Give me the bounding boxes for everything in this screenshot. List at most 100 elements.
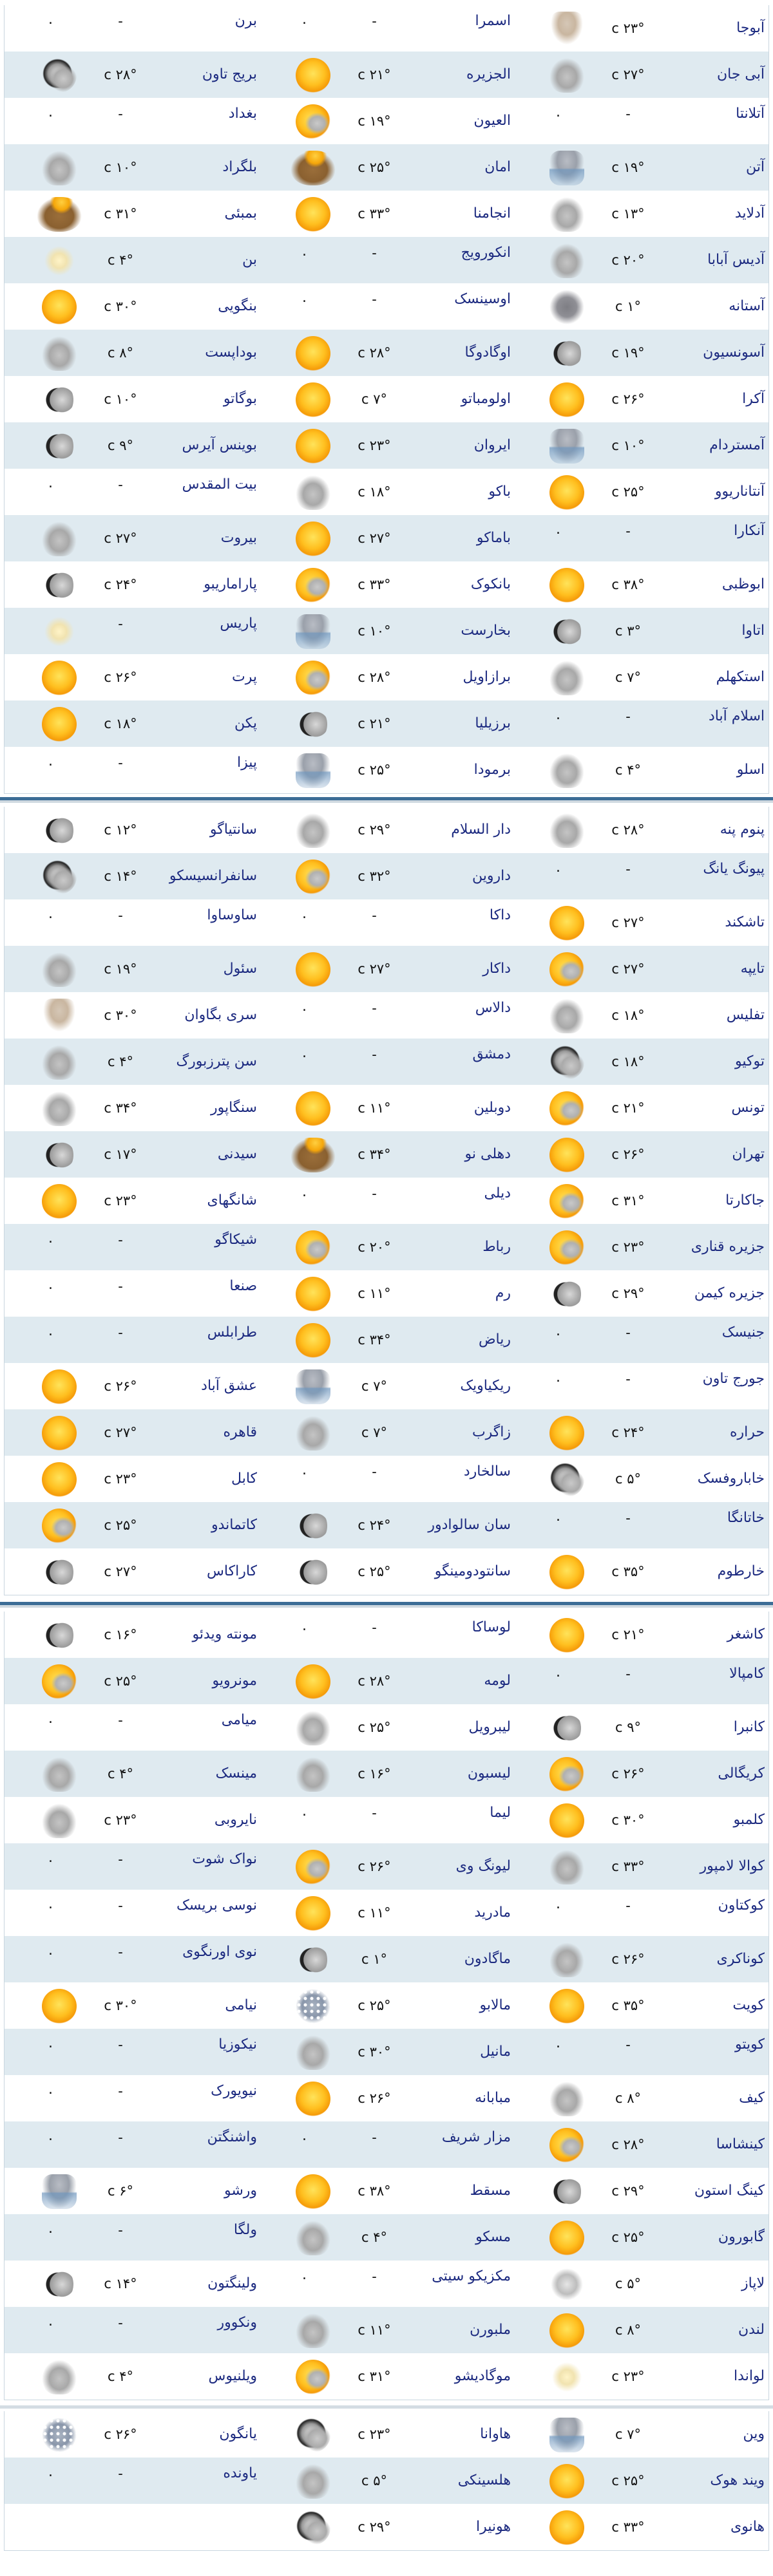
city-weather[interactable]: بن ۴° c [5, 237, 259, 283]
city-name[interactable]: خاباروفسک [697, 1471, 765, 1487]
city-weather[interactable]: نیامی ۳۰° c [5, 1982, 259, 2029]
city-name[interactable]: داکا [489, 907, 511, 923]
city-weather[interactable]: سانتیاگو ۱۲° c [5, 807, 259, 853]
city-name[interactable]: پاراماریبو [204, 576, 257, 592]
city-name[interactable]: کوالا لامپور [700, 1858, 765, 1874]
city-weather[interactable]: لیما -. [258, 1797, 513, 1843]
city-name[interactable]: کاتماندو [211, 1517, 257, 1533]
city-name[interactable]: الجزیره [466, 66, 511, 82]
city-name[interactable]: انجامنا [473, 205, 511, 221]
city-name[interactable]: بنگویی [218, 298, 257, 314]
city-name[interactable]: پاریس [220, 616, 257, 632]
city-weather[interactable]: مونرویو ۲۵° c [5, 1658, 259, 1704]
city-name[interactable]: مسقط [470, 2183, 511, 2199]
city-weather[interactable]: سئول ۱۹° c [5, 946, 259, 992]
city-name[interactable]: پنوم پنه [720, 822, 765, 838]
city-name[interactable]: ساوساوا [207, 907, 257, 923]
city-name[interactable]: سانفرانسیسکو [169, 868, 257, 884]
city-name[interactable]: تونس [731, 1100, 765, 1116]
city-weather[interactable]: آتن ۱۹° c [512, 144, 767, 191]
city-name[interactable]: اسمرا [475, 13, 511, 29]
city-weather[interactable]: باماکو ۲۷° c [258, 515, 513, 561]
city-name[interactable]: شیکاگو [215, 1232, 257, 1248]
city-weather[interactable]: دهلی نو ۳۴° c [258, 1131, 513, 1178]
city-name[interactable]: باماکو [476, 530, 511, 546]
city-name[interactable]: وین [743, 2426, 765, 2442]
city-name[interactable]: ورشو [224, 2183, 257, 2199]
city-weather[interactable]: شیکاگو -. [5, 1224, 259, 1270]
city-name[interactable]: امان [484, 159, 511, 175]
city-weather[interactable]: آدیس آبابا ۲۰° c [512, 237, 767, 283]
city-weather[interactable]: پرت ۲۶° c [5, 654, 259, 700]
city-name[interactable]: لیبرویل [468, 1719, 511, 1735]
city-weather[interactable]: تونس ۲۱° c [512, 1085, 767, 1131]
city-name[interactable]: کامپالا [729, 1666, 765, 1682]
city-weather[interactable]: بریج تاون ۲۸° c [5, 52, 259, 98]
city-name[interactable]: کیف [739, 2090, 765, 2106]
city-name[interactable]: سانتیاگو [209, 822, 257, 838]
city-name[interactable]: تاشکند [725, 914, 765, 930]
city-name[interactable]: جزیره قناری [691, 1239, 765, 1255]
city-name[interactable]: کینشاسا [716, 2136, 765, 2152]
city-name[interactable]: لندن [738, 2322, 765, 2338]
city-name[interactable]: کانبرا [733, 1719, 765, 1735]
city-name[interactable]: جاکارتا [725, 1192, 765, 1208]
city-name[interactable]: کوکتاون [718, 1897, 765, 1913]
city-name[interactable]: ولینگتون [207, 2275, 257, 2291]
city-weather[interactable]: سانفرانسیسکو ۱۴° c [5, 853, 259, 899]
city-name[interactable]: سئول [223, 961, 257, 977]
city-weather[interactable]: ماگادون ۱° c [258, 1936, 513, 1982]
city-name[interactable]: باکو [488, 484, 511, 500]
city-name[interactable]: بمبئی [224, 205, 257, 221]
city-weather[interactable]: ویلنیوس ۴° c [5, 2353, 259, 2400]
city-weather[interactable]: مینسک ۴° c [5, 1751, 259, 1797]
city-name[interactable]: اتاوا [741, 623, 765, 639]
city-weather[interactable]: ملبورن ۱۱° c [258, 2307, 513, 2353]
city-weather[interactable]: سانتودومینگو ۲۵° c [258, 1548, 513, 1595]
city-name[interactable]: کینگ استون [694, 2183, 765, 2199]
city-weather[interactable]: کلمبو ۳۰° c [512, 1797, 767, 1843]
city-name[interactable]: نایروبی [214, 1812, 257, 1828]
city-weather[interactable]: سان سالوادور ۲۴° c [258, 1502, 513, 1548]
city-name[interactable]: لوساکا [472, 1619, 511, 1635]
city-name[interactable]: مانیل [480, 2044, 511, 2060]
city-name[interactable]: حراره [729, 1424, 765, 1440]
city-weather[interactable]: آمستردام ۱۰° c [512, 422, 767, 469]
city-weather[interactable]: کاشغر ۲۱° c [512, 1612, 767, 1658]
city-name[interactable]: نیامی [225, 1997, 257, 2013]
city-weather[interactable]: حراره ۲۴° c [512, 1409, 767, 1456]
city-weather[interactable]: نیویورک -. [5, 2075, 259, 2121]
city-name[interactable]: کاشغر [727, 1626, 765, 1642]
city-weather[interactable]: مکزیکو سیتی -. [258, 2261, 513, 2307]
city-weather[interactable]: ونکوور -. [5, 2307, 259, 2353]
city-name[interactable]: مالابو [479, 1997, 511, 2013]
city-weather[interactable]: رم ۱۱° c [258, 1270, 513, 1317]
city-name[interactable]: عشق آباد [201, 1378, 257, 1394]
city-weather[interactable]: جزیره کیمن ۲۹° c [512, 1270, 767, 1317]
city-name[interactable]: مونرویو [212, 1673, 257, 1689]
city-name[interactable]: اسلو [736, 762, 765, 778]
city-weather[interactable]: جنیسک -. [512, 1317, 767, 1363]
city-weather[interactable]: ولینگتون ۱۴° c [5, 2261, 259, 2307]
city-weather[interactable]: انجامنا ۳۳° c [258, 191, 513, 237]
city-weather[interactable]: لوساکا -. [258, 1612, 513, 1658]
city-weather[interactable]: اوگادوگا ۲۸° c [258, 330, 513, 376]
city-name[interactable]: ریکیاویک [460, 1378, 511, 1394]
city-name[interactable]: سیدنی [217, 1146, 257, 1162]
city-name[interactable]: هلسینکی [457, 2472, 511, 2488]
city-name[interactable]: کریگالی [718, 1765, 765, 1782]
city-name[interactable]: بیت المقدس [182, 476, 257, 493]
city-weather[interactable]: وین ۷° c [512, 2411, 767, 2458]
city-name[interactable]: آستانه [729, 298, 765, 314]
city-name[interactable]: اولومباتو [461, 391, 511, 407]
city-name[interactable]: لواندا [734, 2368, 765, 2384]
city-name[interactable]: بانکوک [470, 576, 511, 592]
city-weather[interactable]: امان ۲۵° c [258, 144, 513, 191]
city-weather[interactable]: سالخارد -. [258, 1456, 513, 1502]
city-weather[interactable]: قاهره ۲۷° c [5, 1409, 259, 1456]
city-name[interactable]: آبوجا [736, 20, 765, 36]
city-weather[interactable]: مسقط ۳۸° c [258, 2168, 513, 2214]
city-weather[interactable]: تفلیس ۱۸° c [512, 992, 767, 1039]
city-name[interactable]: دیلی [484, 1185, 511, 1201]
city-weather[interactable]: آکرا ۲۶° c [512, 376, 767, 422]
